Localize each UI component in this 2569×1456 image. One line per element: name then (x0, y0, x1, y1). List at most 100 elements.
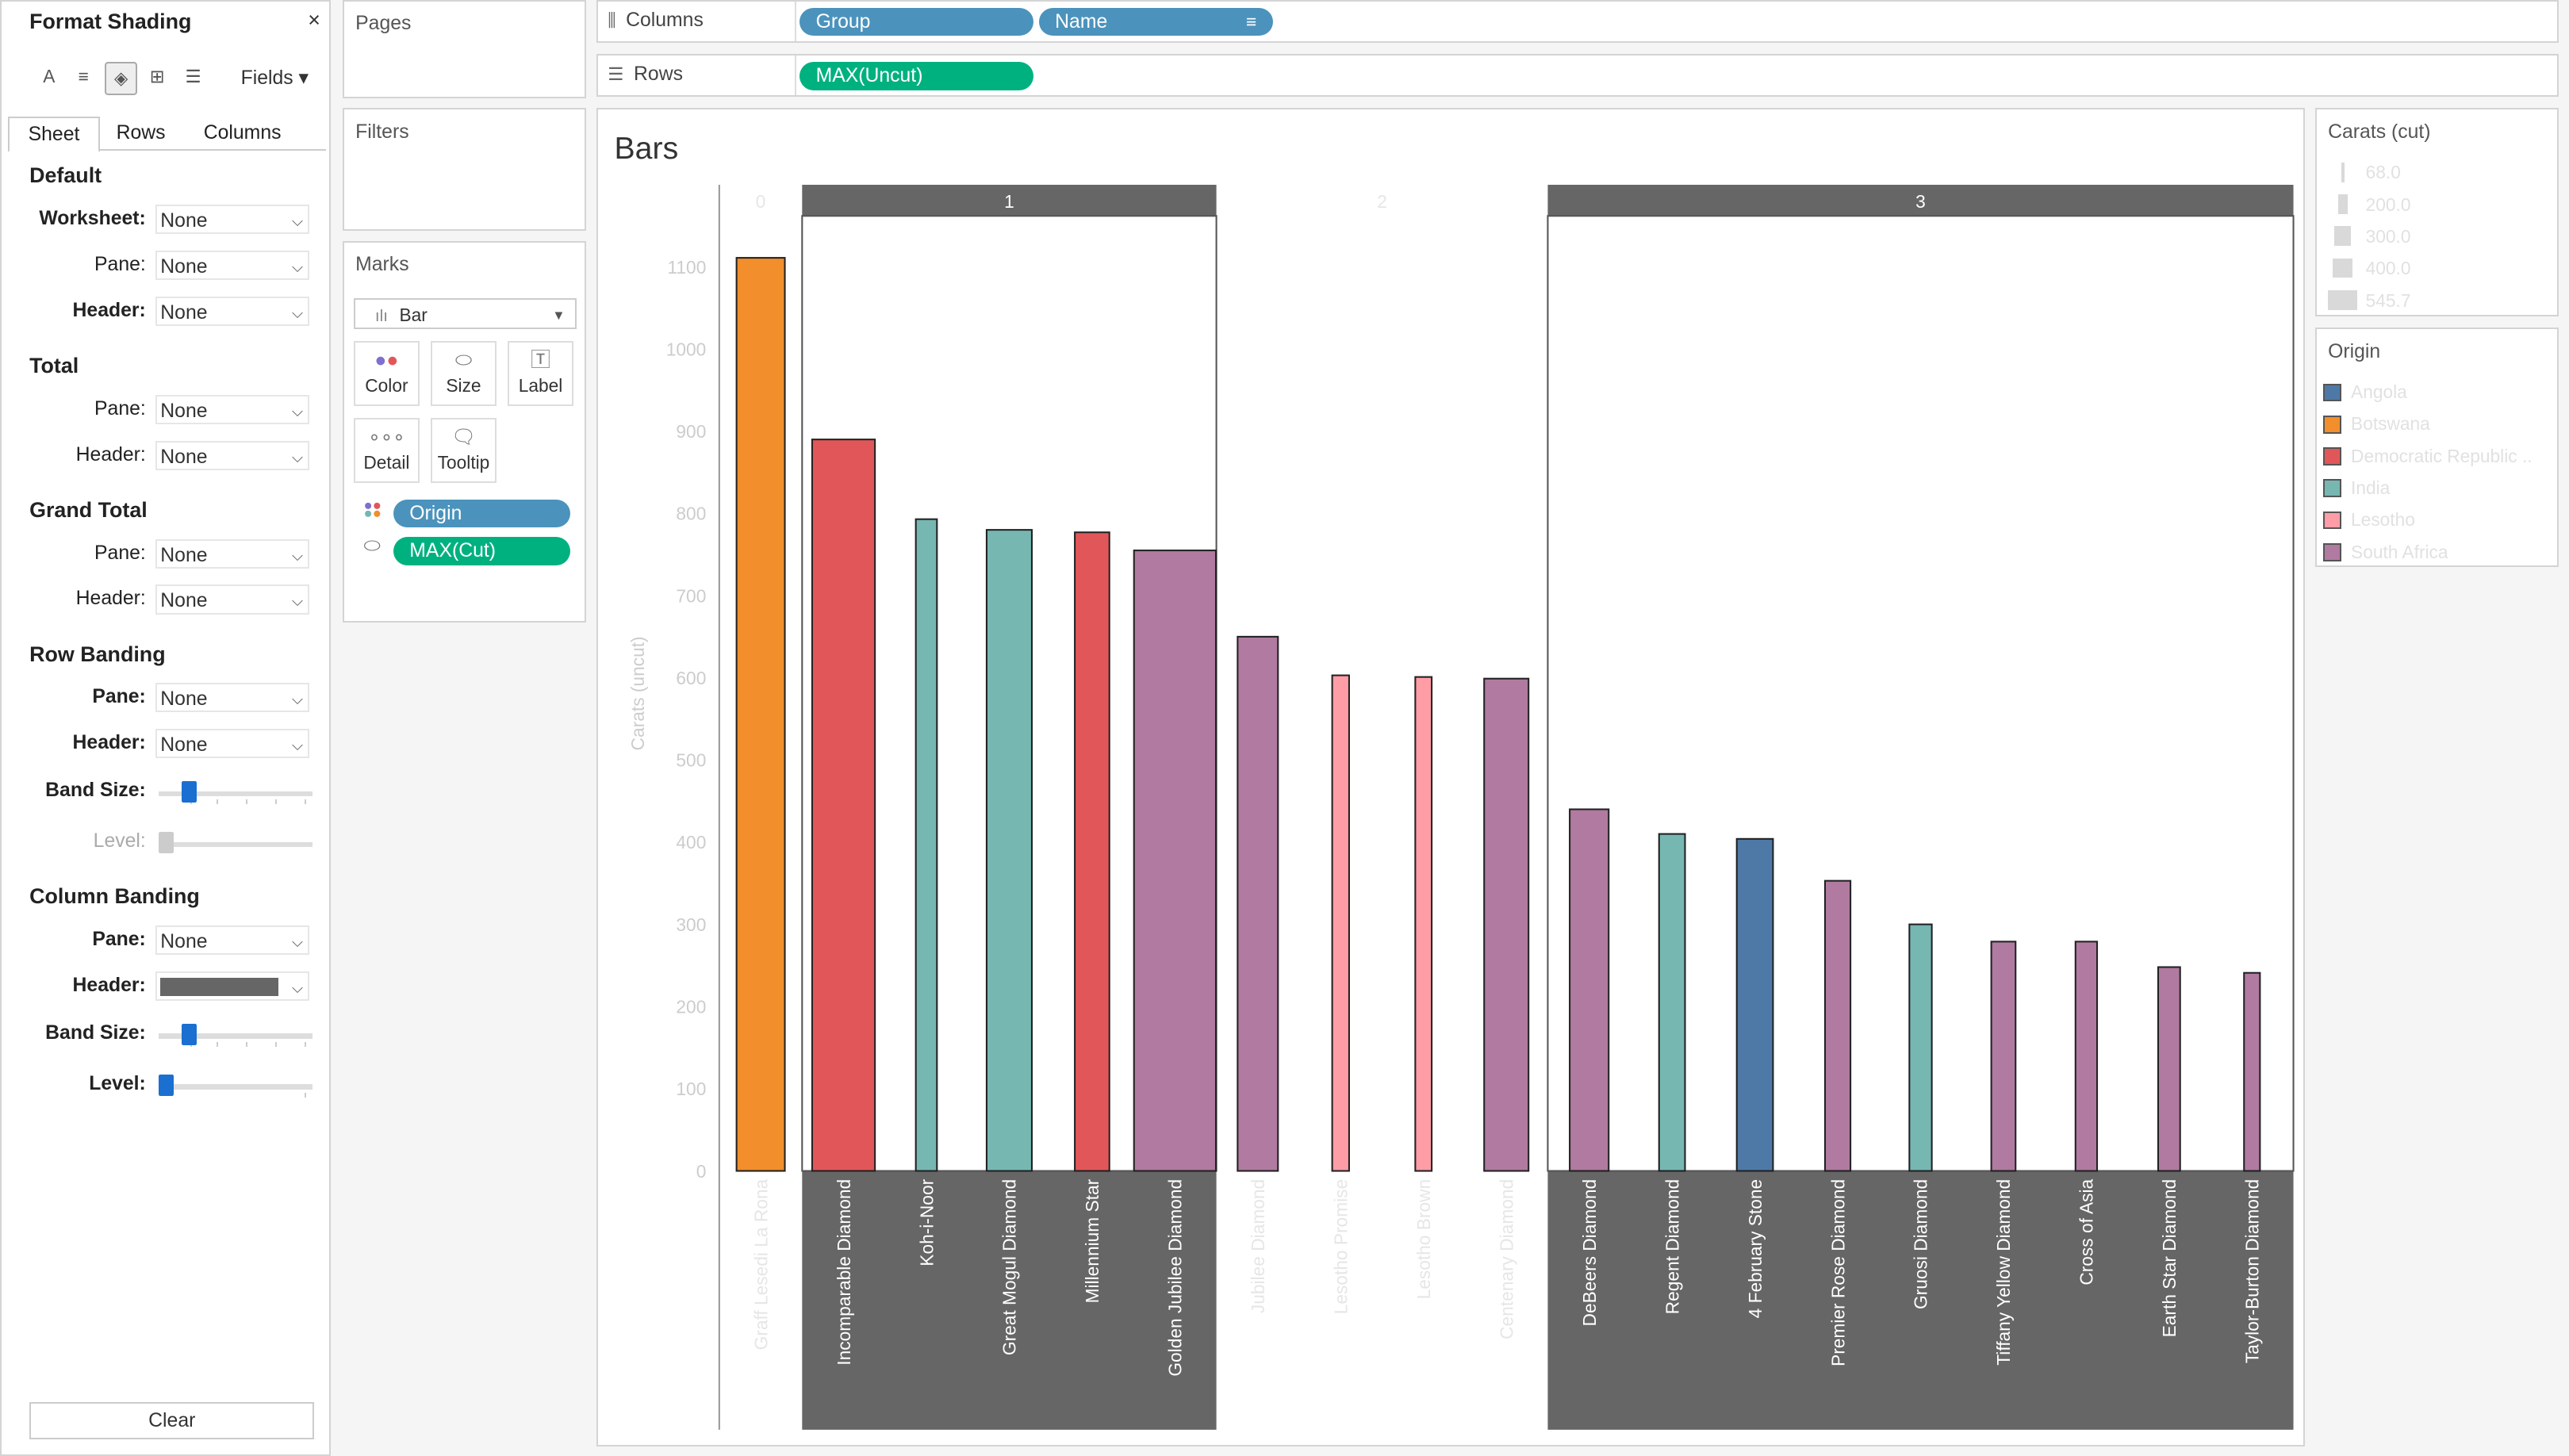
carats-legend-item[interactable]: 68.0 (2323, 162, 2401, 183)
color-dots-icon: ●● ●● (363, 496, 382, 522)
bar[interactable] (2157, 966, 2181, 1172)
name-pill[interactable]: Name ≡ (1038, 8, 1273, 36)
origin-legend-item[interactable]: Lesotho (2322, 509, 2415, 531)
bar[interactable] (811, 439, 876, 1172)
group-label: 1 (1004, 191, 1014, 212)
worksheet-view: Bars 0 1 2 3 0 100 200 300 400 500 600 700 800 900 100… (596, 108, 2306, 1446)
origin-legend-item[interactable]: India (2322, 477, 2390, 499)
format-font-icon[interactable]: A (43, 66, 56, 87)
column-level-slider[interactable] (159, 1074, 313, 1098)
carats-legend-item[interactable]: 400.0 (2323, 258, 2410, 279)
default-pane-select[interactable]: None ⌵ (155, 250, 310, 281)
select-value: None (160, 400, 208, 422)
header-label: Header: (75, 443, 146, 466)
columns-label: Columns (626, 10, 704, 32)
pages-title: Pages (355, 13, 412, 35)
size-swatch (2328, 289, 2358, 310)
origin-legend-item[interactable]: Botswana (2322, 413, 2430, 435)
carats-legend-item[interactable]: 300.0 (2323, 226, 2410, 247)
bar[interactable] (1237, 636, 1279, 1172)
carats-size-legend: Carats (cut) 68.0 200.0 300.0 400.0 545.7 (2314, 108, 2559, 316)
origin-legend-item[interactable]: South Africa (2322, 542, 2448, 563)
bar[interactable] (1908, 923, 1933, 1172)
select-value: None (160, 255, 208, 278)
bar[interactable] (1331, 674, 1350, 1172)
size-button[interactable]: ⬭ Size (431, 340, 497, 407)
bar[interactable] (1483, 678, 1530, 1172)
origin-legend-item[interactable]: Democratic Republic .. (2322, 446, 2533, 467)
row-banding-pane-select[interactable]: None ⌵ (155, 683, 310, 713)
bar[interactable] (735, 257, 786, 1172)
bar[interactable] (2074, 941, 2098, 1172)
detail-button[interactable]: ∘∘∘ Detail (354, 417, 420, 484)
bar[interactable] (1133, 550, 1217, 1172)
filters-card[interactable]: Filters (342, 108, 587, 232)
select-value: None (160, 446, 208, 468)
bar[interactable] (1658, 833, 1686, 1172)
format-shading-icon[interactable]: ◈ (105, 62, 138, 95)
columns-shelf[interactable]: ⫼ Columns Group Name ≡ (596, 0, 2559, 43)
tooltip-button[interactable]: 🗨 Tooltip (431, 417, 497, 484)
pages-card[interactable]: Pages (342, 0, 587, 98)
clear-button[interactable]: Clear (29, 1402, 315, 1440)
bar[interactable] (1823, 879, 1851, 1172)
tooltip-icon: 🗨 (451, 426, 477, 448)
row-band-size-slider[interactable] (159, 781, 313, 805)
default-header-select[interactable]: None ⌵ (155, 296, 310, 326)
worksheet-label: Worksheet: (39, 208, 146, 230)
bar[interactable] (1568, 808, 1610, 1172)
worksheet-shading-select[interactable]: None ⌵ (155, 205, 310, 235)
slider-thumb[interactable] (159, 1074, 174, 1096)
chevron-down-icon: ⌵ (292, 304, 304, 321)
rows-shelf[interactable]: ☰ Rows MAX(Uncut) (596, 54, 2559, 97)
select-value: None (160, 734, 208, 757)
bar[interactable] (1990, 941, 2017, 1172)
bar[interactable] (1414, 676, 1433, 1172)
bar[interactable] (2243, 972, 2261, 1172)
label-button[interactable]: 🅃 Label (508, 340, 573, 407)
tab-columns[interactable]: Columns (203, 121, 282, 144)
bar[interactable] (914, 518, 938, 1172)
tab-rows[interactable]: Rows (116, 121, 166, 144)
y-tick-label: 0 (696, 1161, 707, 1182)
format-borders-icon[interactable]: ⊞ (149, 66, 165, 87)
max-uncut-pill[interactable]: MAX(Uncut) (799, 62, 1034, 90)
group-pill[interactable]: Group (799, 8, 1034, 36)
origin-color-pill[interactable]: Origin (393, 499, 570, 528)
format-alignment-icon[interactable]: ≡ (78, 66, 89, 87)
grand-total-pane-select[interactable]: None ⌵ (155, 538, 310, 569)
max-cut-size-pill[interactable]: MAX(Cut) (393, 537, 570, 565)
fields-dropdown[interactable]: Fields ▾ (240, 67, 309, 89)
close-icon[interactable]: × (308, 8, 320, 33)
slider-thumb[interactable] (182, 1023, 197, 1045)
size-swatch (2337, 194, 2348, 214)
origin-legend-item[interactable]: Angola (2322, 381, 2407, 403)
x-tick-label: Premier Rose Diamond (1827, 1179, 1848, 1366)
header-label: Header: (72, 299, 146, 321)
name-header-band (802, 1171, 1217, 1431)
total-pane-select[interactable]: None ⌵ (155, 394, 310, 424)
chevron-down-icon: ⌵ (292, 546, 304, 564)
chevron-down-icon: ⌵ (292, 691, 304, 708)
column-band-size-slider[interactable] (159, 1023, 313, 1047)
color-button[interactable]: ●● Color (354, 340, 420, 407)
rows-icon: ☰ (608, 63, 624, 85)
tab-sheet[interactable]: Sheet (8, 116, 100, 152)
row-level-slider (159, 832, 313, 855)
slider-thumb[interactable] (182, 781, 197, 803)
grand-total-header-select[interactable]: None ⌵ (155, 584, 310, 615)
y-axis-title: Carats (uncut) (627, 637, 648, 751)
total-header-select[interactable]: None ⌵ (155, 440, 310, 470)
bar[interactable] (1073, 531, 1110, 1172)
origin-legend-label: Angola (2351, 381, 2407, 403)
carats-legend-item[interactable]: 200.0 (2323, 194, 2410, 216)
bar[interactable] (1735, 838, 1774, 1172)
y-tick-label: 1000 (666, 339, 707, 360)
column-banding-pane-select[interactable]: None ⌵ (155, 925, 310, 956)
mark-type-dropdown[interactable]: ılı Bar ▼ (354, 297, 577, 330)
carats-legend-item[interactable]: 545.7 (2323, 289, 2410, 312)
row-banding-header-select[interactable]: None ⌵ (155, 729, 310, 759)
format-lines-icon[interactable]: ☰ (185, 66, 201, 87)
bar[interactable] (985, 529, 1033, 1172)
column-banding-header-color[interactable]: ⌵ (155, 971, 310, 1001)
